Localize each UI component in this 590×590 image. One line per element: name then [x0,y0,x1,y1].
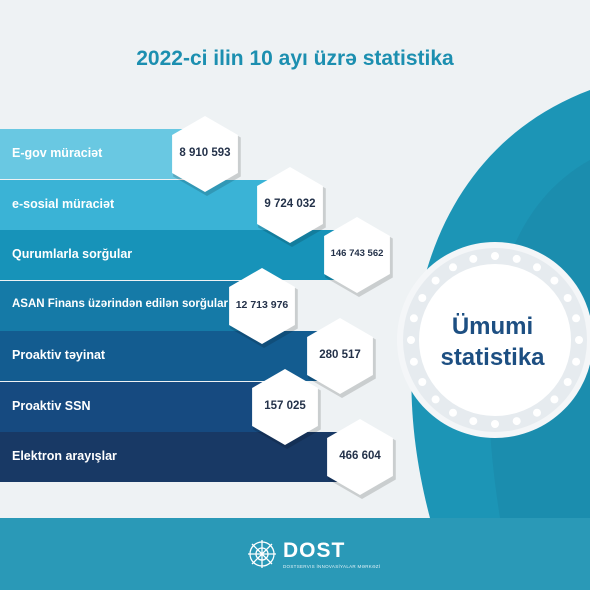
circle-dot [572,314,581,323]
stat-label: Elektron arayışlar [12,449,117,463]
stat-label: E-gov müraciət [12,146,103,160]
stat-label: ASAN Finans üzərindən edilən sorğular [12,298,228,310]
summary-title-line2: statistika [440,344,545,371]
stat-bar [0,180,290,230]
stat-label: Proaktiv təyinat [12,348,106,362]
stat-label: e-sosial müraciət [12,197,115,211]
value-hexagon [257,167,323,243]
value-hexagon [252,369,318,445]
circle-dot [563,378,572,386]
circle-dot [449,263,457,272]
stat-label: Proaktiv SSN [12,399,91,413]
circle-dot [491,252,499,260]
circle-dot [533,263,541,272]
circle-dot [469,417,478,426]
stat-bar [0,432,360,482]
summary-title-line1: Ümumi [451,313,534,340]
circle-dot [533,408,541,417]
circle-dot [449,408,457,417]
circle-dot [572,357,581,366]
stat-bar [0,281,262,331]
stat-value: 8 910 593 [179,147,231,159]
circle-dot [418,294,427,302]
summary-circle [397,242,590,438]
value-hexagon [229,268,295,344]
circle-dot [575,336,583,344]
circle-dot [418,378,427,386]
stat-bar [0,382,285,432]
circle-dot [431,276,440,285]
circle-dot [512,417,521,426]
circle-dot [409,357,418,366]
stat-value: 146 743 562 [330,248,384,259]
value-hexagon [172,116,238,192]
circle-dot [550,276,559,285]
value-hexagon [307,318,373,394]
value-hexagon [324,217,390,293]
circle-dot [469,254,478,263]
stat-value: 466 604 [339,450,381,462]
circle-dot [491,420,499,428]
circle-dot [512,254,521,263]
circle-dot [550,395,559,404]
circle-dot [563,294,572,302]
brand-name: DOST [283,539,346,562]
circle-dot [409,314,418,323]
circle-dot [407,336,415,344]
stat-value: 280 517 [319,349,361,361]
brand-subtitle: DOSTSERVIS İNNOVASİYALAR MƏRKƏZİ [283,564,381,569]
dost-logo-icon [248,540,276,568]
value-hexagon [327,419,393,495]
stat-value: 12 713 976 [235,299,289,311]
circle-dot [431,395,440,404]
page-title: 2022-ci ilin 10 ayı üzrə statistika [136,47,454,70]
stat-label: Qurumlarla sorğular [12,247,133,261]
stat-value: 9 724 032 [264,198,316,210]
stat-value: 157 025 [264,400,306,412]
stat-bar [0,129,205,179]
footer [0,518,590,590]
